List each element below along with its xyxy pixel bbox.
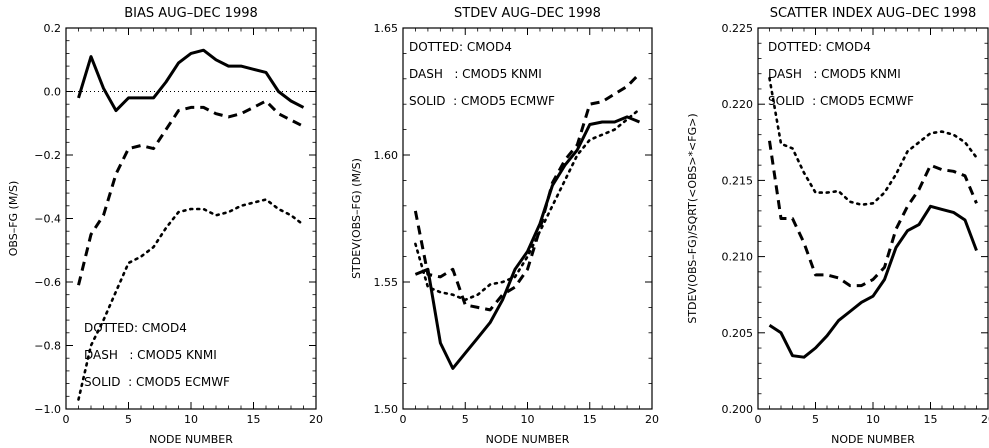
y-tick-label: 0.205 <box>722 327 754 340</box>
y-tick-label: 1.50 <box>374 403 399 416</box>
y-tick-label: 0.200 <box>722 403 754 416</box>
x-tick-label: 5 <box>125 413 132 426</box>
y-tick-label: 1.60 <box>374 149 399 162</box>
y-tick-label: 0.225 <box>722 22 754 35</box>
x-tick-label: 0 <box>400 413 407 426</box>
x-tick-label: 10 <box>521 413 535 426</box>
x-tick-label: 20 <box>309 413 323 426</box>
legend-entry: DOTTED: CMOD4 <box>409 40 512 54</box>
legend-entry: SOLID : CMOD5 ECMWF <box>409 94 555 108</box>
x-tick-label: 20 <box>645 413 659 426</box>
series-line-solid <box>768 204 978 359</box>
series-line-dotted <box>414 108 641 302</box>
chart-panel-2: STDEV AUG–DEC 1998 0 5 10 15 20 1.50 1.55 1.60 1.… <box>350 6 659 446</box>
x-axis-label: NODE NUMBER <box>831 433 915 446</box>
y-tick-label: 0.2 <box>44 22 62 35</box>
y-tick-label: 0.0 <box>44 86 62 99</box>
y-axis-label: STDEV(OBS–FG) (M/S) <box>350 158 363 279</box>
chart-title: STDEV AUG–DEC 1998 <box>454 6 601 21</box>
x-tick-label: 5 <box>812 413 819 426</box>
series-line-dotted <box>768 77 978 207</box>
x-tick-label: 15 <box>583 413 597 426</box>
y-tick-label: −1.0 <box>34 403 61 416</box>
legend-entry: DASH : CMOD5 KNMI <box>768 67 901 81</box>
x-tick-label: 0 <box>63 413 70 426</box>
series-line-dashed <box>768 140 978 288</box>
chart-panel-3: SCATTER INDEX AUG–DEC 1998 0 5 10 15 20 0.200 0… <box>686 6 989 446</box>
x-tick-label: 5 <box>462 413 469 426</box>
y-axis-label: STDEV(OBS–FG)/SQRT(<OBS>*<FG>) <box>686 113 699 323</box>
y-tick-label: 0.215 <box>722 174 754 187</box>
legend-entry: SOLID : CMOD5 ECMWF <box>768 94 914 108</box>
chart-title: SCATTER INDEX AUG–DEC 1998 <box>770 6 977 21</box>
legend-entry: DOTTED: CMOD4 <box>768 40 871 54</box>
plot-frame <box>402 27 653 410</box>
series-line-dotted <box>77 198 305 401</box>
x-tick-label: 15 <box>247 413 261 426</box>
chart-panel-1: BIAS AUG–DEC 1998 0 5 10 15 20 −1.0 −0.8 −0.6 −0.… <box>7 6 323 446</box>
y-tick-label: 0.210 <box>722 251 754 264</box>
series-line-dashed <box>77 99 305 286</box>
x-tick-label: 0 <box>755 413 762 426</box>
y-tick-label: −0.6 <box>34 276 61 289</box>
y-tick-label: −0.8 <box>34 340 61 353</box>
legend-entry: DASH : CMOD5 KNMI <box>84 348 217 362</box>
series-line-dashed <box>413 72 641 312</box>
legend-entry: DOTTED: CMOD4 <box>84 321 187 335</box>
x-axis-label: NODE NUMBER <box>149 433 233 446</box>
series-line-solid <box>414 115 641 370</box>
y-tick-label: 1.55 <box>374 276 399 289</box>
x-tick-label: 10 <box>184 413 198 426</box>
x-tick-label: 15 <box>924 413 938 426</box>
series-line-solid <box>77 48 305 113</box>
y-tick-label: −0.4 <box>34 213 61 226</box>
chart-title: BIAS AUG–DEC 1998 <box>124 6 258 21</box>
y-tick-label: 1.65 <box>374 22 399 35</box>
y-axis-label: OBS–FG (M/S) <box>7 181 20 257</box>
legend-entry: DASH : CMOD5 KNMI <box>409 67 542 81</box>
legend-entry: SOLID : CMOD5 ECMWF <box>84 375 230 389</box>
x-axis-label: NODE NUMBER <box>486 433 570 446</box>
x-tick-label: 10 <box>866 413 880 426</box>
y-tick-label: −0.2 <box>34 149 61 162</box>
x-tick-label: 20 <box>981 413 989 426</box>
y-tick-label: 0.220 <box>722 98 754 111</box>
